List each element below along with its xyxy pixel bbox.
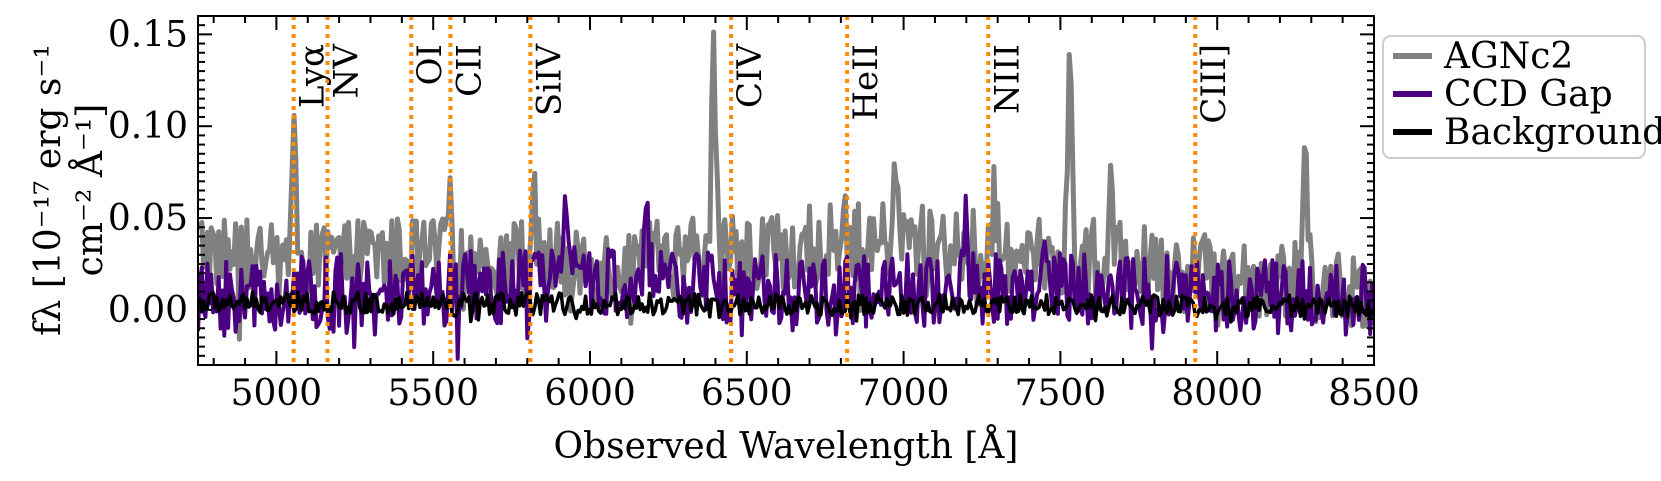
x-tick-label: 5000 xyxy=(231,373,323,414)
y-tick-label: 0.10 xyxy=(108,106,188,147)
x-tick-label: 5500 xyxy=(387,373,479,414)
x-axis-label: Observed Wavelength [Å] xyxy=(554,425,1019,467)
legend-label-background: Background xyxy=(1444,112,1661,153)
tick-labels-layer: 5000 5500 6000 6500 7000 7500 8000 8500 0.00 0.05… xyxy=(108,14,1420,414)
emission-line-label: NIII xyxy=(987,44,1027,114)
series-background-line xyxy=(198,290,1374,324)
y-axis-label-line1: fλ [10⁻¹⁷ erg s⁻¹ xyxy=(28,44,69,336)
x-tick-label: 8500 xyxy=(1328,373,1420,414)
legend-label-ccd-gap: CCD Gap xyxy=(1444,74,1613,115)
emission-line-label: CIII] xyxy=(1194,44,1234,124)
legend-label-agnc2: AGNc2 xyxy=(1443,36,1573,77)
y-tick-label: 0.05 xyxy=(108,198,188,239)
emission-line-label: CIV xyxy=(730,43,770,108)
y-axis-label-line2: cm⁻² Å⁻¹] xyxy=(69,104,111,277)
legend-frame xyxy=(1382,35,1646,159)
x-tick-label: 6500 xyxy=(701,373,793,414)
y-tick-label: 0.15 xyxy=(108,14,188,55)
emission-line-label: NV xyxy=(327,43,367,99)
x-tick-label: 6000 xyxy=(544,373,636,414)
series-ccd-gap-line xyxy=(198,193,1374,361)
emission-line-label: HeII xyxy=(846,44,886,121)
x-tick-label: 7500 xyxy=(1015,373,1107,414)
emission-line-label: OI xyxy=(410,44,450,85)
emission-line-label: SiIV xyxy=(529,43,569,117)
x-tick-label: 8000 xyxy=(1171,373,1263,414)
emission-lines-layer xyxy=(291,16,1198,365)
x-tick-label: 7000 xyxy=(858,373,950,414)
series-layer xyxy=(198,29,1374,361)
ticks-layer xyxy=(198,15,1375,366)
emission-line-label: Lyα xyxy=(293,44,333,108)
y-axis-label: fλ [10⁻¹⁷ erg s⁻¹ cm⁻² Å⁻¹] xyxy=(28,44,111,336)
y-tick-label: 0.00 xyxy=(108,290,188,331)
emission-line-label: CII xyxy=(449,44,489,97)
